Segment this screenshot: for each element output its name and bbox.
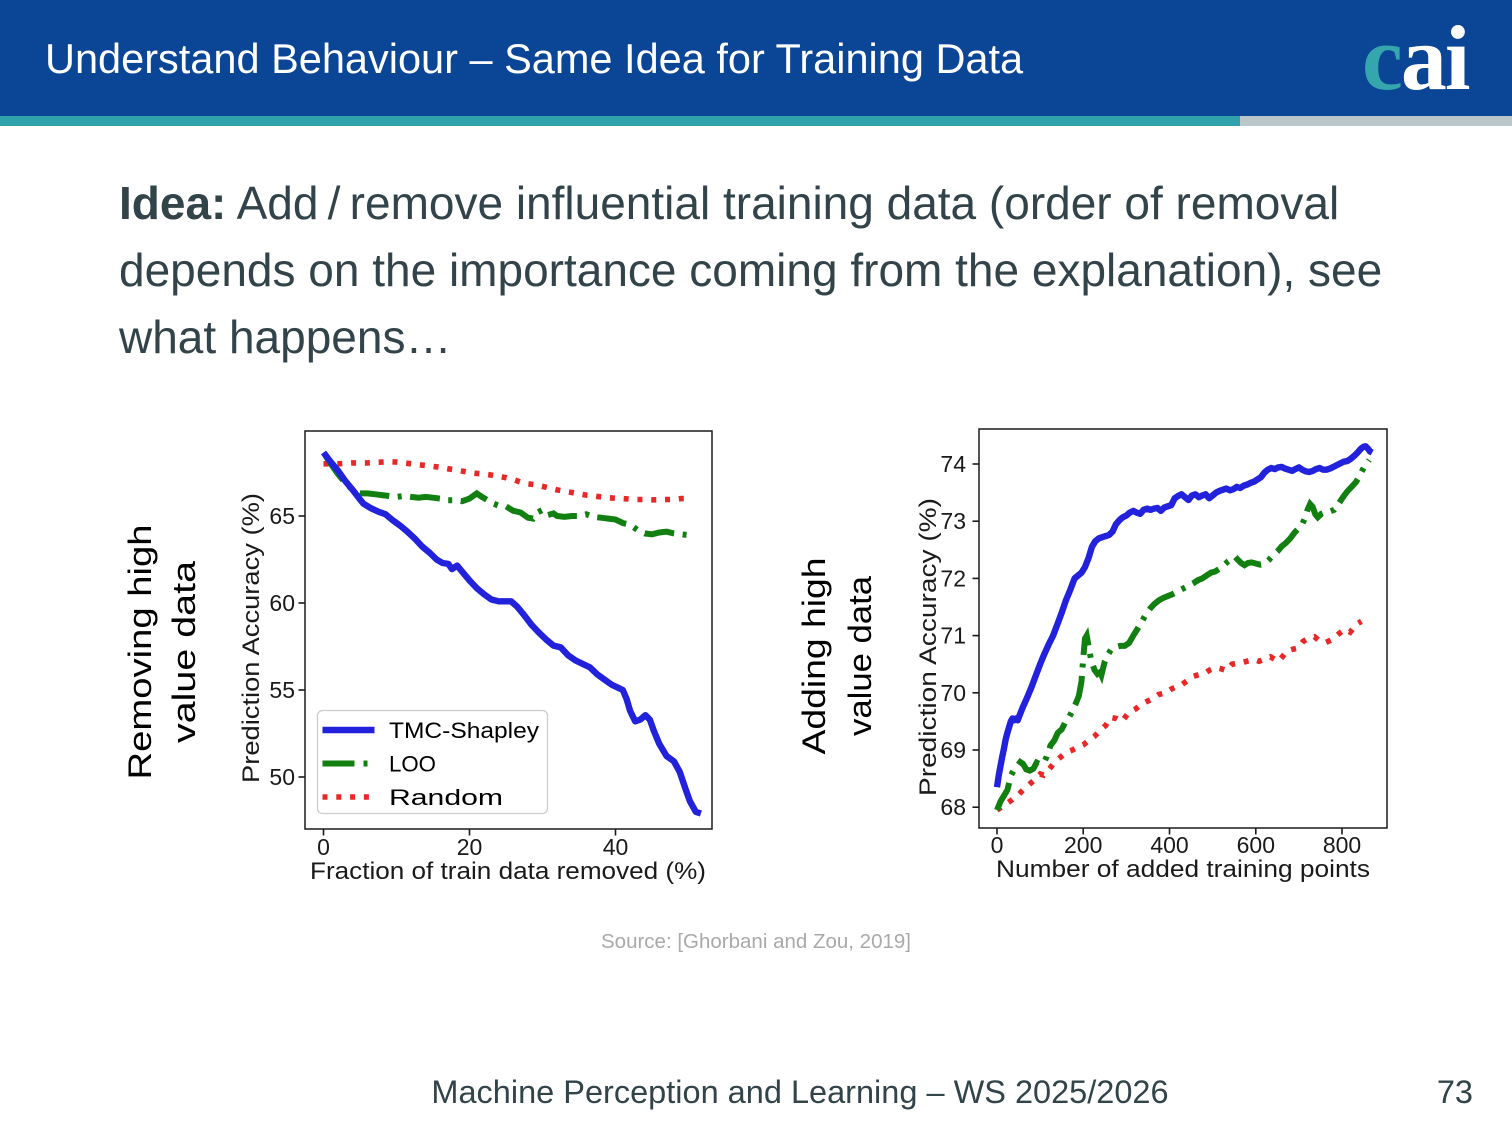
svg-text:400: 400 bbox=[1150, 832, 1188, 858]
svg-text:Number of added training point: Number of added training points bbox=[996, 856, 1370, 883]
svg-text:68: 68 bbox=[940, 794, 966, 820]
svg-text:200: 200 bbox=[1064, 832, 1102, 858]
svg-text:800: 800 bbox=[1323, 832, 1361, 858]
svg-text:71: 71 bbox=[940, 623, 966, 649]
svg-text:55: 55 bbox=[269, 677, 295, 703]
svg-text:0: 0 bbox=[317, 834, 330, 860]
svg-text:73: 73 bbox=[940, 508, 966, 534]
svg-text:65: 65 bbox=[269, 503, 295, 529]
svg-text:69: 69 bbox=[940, 737, 966, 763]
svg-text:0: 0 bbox=[991, 832, 1004, 858]
svg-text:Prediction Accuracy (%): Prediction Accuracy (%) bbox=[238, 493, 265, 783]
svg-text:20: 20 bbox=[457, 834, 483, 860]
svg-text:60: 60 bbox=[269, 590, 295, 616]
svg-text:Prediction Accuracy (%): Prediction Accuracy (%) bbox=[915, 498, 942, 796]
svg-text:value data: value data bbox=[166, 561, 202, 743]
svg-text:72: 72 bbox=[940, 565, 966, 591]
svg-text:value data: value data bbox=[842, 576, 878, 736]
svg-text:LOO: LOO bbox=[389, 752, 436, 777]
svg-text:50: 50 bbox=[269, 764, 295, 790]
svg-text:70: 70 bbox=[940, 680, 966, 706]
svg-text:40: 40 bbox=[603, 834, 629, 860]
svg-text:Fraction of train data removed: Fraction of train data removed (%) bbox=[310, 858, 706, 885]
svg-text:Removing high: Removing high bbox=[122, 525, 158, 780]
svg-text:Adding high: Adding high bbox=[796, 558, 832, 755]
svg-text:Random: Random bbox=[389, 785, 503, 810]
svg-text:74: 74 bbox=[940, 451, 966, 477]
svg-text:600: 600 bbox=[1237, 832, 1275, 858]
svg-text:TMC-Shapley: TMC-Shapley bbox=[389, 718, 539, 743]
